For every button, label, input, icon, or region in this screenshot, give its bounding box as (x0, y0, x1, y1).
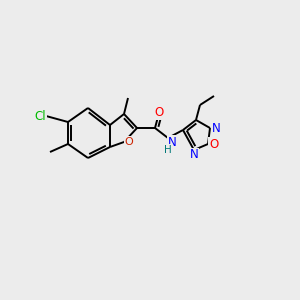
Text: O: O (124, 137, 134, 147)
Text: N: N (212, 122, 220, 134)
Text: H: H (164, 145, 172, 155)
Text: O: O (209, 137, 219, 151)
Text: O: O (154, 106, 164, 119)
Text: N: N (190, 148, 198, 161)
Text: Cl: Cl (34, 110, 46, 122)
Text: N: N (168, 136, 176, 148)
